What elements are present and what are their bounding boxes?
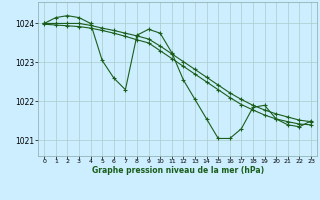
X-axis label: Graphe pression niveau de la mer (hPa): Graphe pression niveau de la mer (hPa) bbox=[92, 166, 264, 175]
